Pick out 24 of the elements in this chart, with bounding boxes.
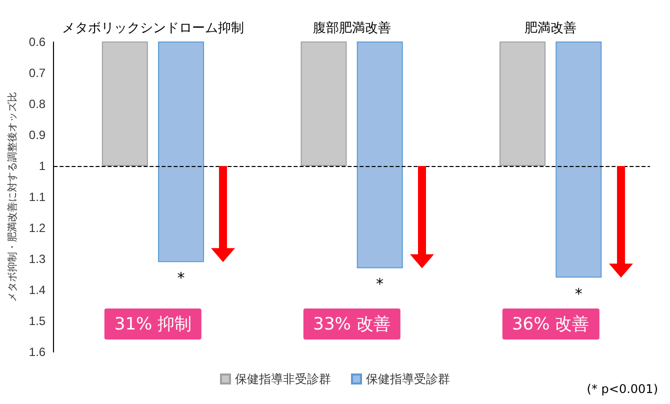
x-tick-label: 肥満改善 [524,20,577,35]
y-tick-label: 1.1 [28,190,46,204]
legend-label: 保健指導非受診群 [235,372,331,386]
legend-label: 保健指導受診群 [366,372,450,386]
y-tick-label: 1.6 [28,345,46,359]
annotation: * [574,284,582,303]
y-tick-label: 1.3 [28,252,46,266]
y-tick-label: 1.5 [28,314,46,328]
x-tick-label: 腹部肥満改善 [312,20,391,35]
annotation: 31% 抑制 [104,308,202,340]
y-tick-label: 0.8 [28,97,46,111]
annotation: * [177,269,185,288]
annotation: * [376,275,384,294]
x-tick-label: メタボリックシンドローム抑制 [62,20,244,35]
y-tick-label: 0.7 [28,66,46,80]
y-tick-label: 1 [38,159,46,173]
y-tick-label: 0.6 [28,35,46,49]
y-tick-label: 0.9 [28,128,46,142]
annotation: 36% 改善 [502,308,600,340]
y-tick-label: 1.4 [28,283,46,297]
y-tick-label: 1.2 [28,221,46,235]
annotation: 33% 改善 [303,308,400,340]
text: (* p<0.001) [586,382,658,396]
y-axis-title: メタボ抑制・肥満改善に対する調整後オッズ比 [6,92,18,302]
